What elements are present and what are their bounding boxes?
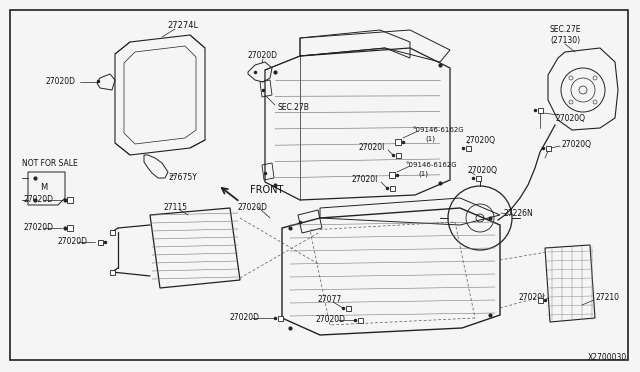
Text: X2700030: X2700030	[588, 353, 627, 362]
Text: 27020I: 27020I	[358, 144, 385, 153]
Bar	[465, 145, 470, 151]
Text: 27020Q: 27020Q	[562, 141, 592, 150]
Text: 27020I: 27020I	[351, 176, 378, 185]
Text: SEC.27E: SEC.27E	[549, 26, 580, 35]
Bar	[67, 225, 73, 231]
Text: 27077: 27077	[318, 295, 342, 305]
Bar	[109, 230, 115, 234]
Text: 27115: 27115	[163, 202, 187, 212]
Text: 27020Q: 27020Q	[465, 135, 495, 144]
Bar	[538, 108, 543, 112]
Text: 27210: 27210	[596, 294, 620, 302]
Text: 27226N: 27226N	[503, 208, 532, 218]
Text: 27675Y: 27675Y	[168, 173, 197, 183]
Text: 27020Q: 27020Q	[468, 166, 498, 174]
Text: 27274L: 27274L	[168, 22, 198, 31]
Bar	[97, 240, 102, 244]
Bar	[545, 145, 550, 151]
Text: 27020I: 27020I	[518, 294, 545, 302]
Bar	[390, 186, 394, 190]
Bar	[476, 176, 481, 180]
Text: (1): (1)	[418, 171, 428, 177]
Text: 27020D: 27020D	[230, 314, 260, 323]
Text: (27130): (27130)	[550, 35, 580, 45]
Bar	[389, 172, 395, 178]
Bar	[396, 153, 401, 157]
Text: FRONT: FRONT	[250, 185, 284, 195]
Text: °09146-6162G: °09146-6162G	[412, 127, 463, 133]
Text: 27020D: 27020D	[23, 224, 53, 232]
Text: SEC.27B: SEC.27B	[277, 103, 309, 112]
Bar	[395, 139, 401, 145]
Text: 27020D: 27020D	[45, 77, 75, 87]
Text: 27020D: 27020D	[248, 51, 278, 60]
Bar	[358, 317, 362, 323]
Bar	[67, 197, 73, 203]
Text: °09146-6162G: °09146-6162G	[405, 162, 456, 168]
Bar	[278, 315, 282, 321]
Text: (1): (1)	[425, 136, 435, 142]
Text: 27020Q: 27020Q	[555, 113, 585, 122]
Bar	[109, 269, 115, 275]
Bar	[346, 305, 351, 311]
Text: 27020D: 27020D	[315, 315, 345, 324]
Text: 27020D: 27020D	[23, 196, 53, 205]
Bar	[538, 298, 543, 302]
Text: 27020D: 27020D	[238, 202, 268, 212]
Text: M: M	[40, 183, 47, 192]
Text: NOT FOR SALE: NOT FOR SALE	[22, 158, 78, 167]
Text: 27020D: 27020D	[57, 237, 87, 247]
